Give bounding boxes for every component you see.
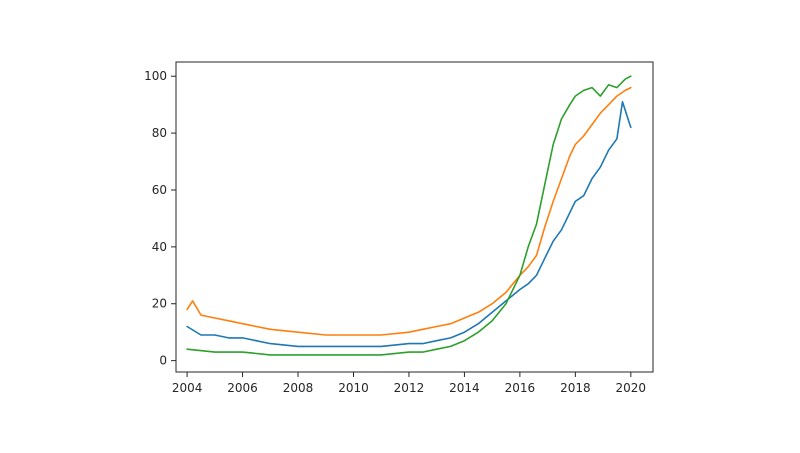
x-tick-label: 2020 (616, 381, 647, 395)
x-tick-label: 2012 (394, 381, 425, 395)
y-tick-label: 0 (159, 354, 167, 368)
y-tick-label: 80 (152, 126, 167, 140)
series-layer (186, 75, 632, 356)
x-tick-label: 2008 (283, 381, 314, 395)
x-tick-label: 2014 (449, 381, 480, 395)
x-axis: 2004 2006 2008 2010 2012 2014 2016 2018 2020 (172, 372, 646, 395)
y-axis: 0 20 40 60 80 100 (144, 69, 176, 368)
y-tick-label: 60 (152, 183, 167, 197)
x-tick-label: 2004 (172, 381, 203, 395)
y-tick-label: 100 (144, 69, 167, 83)
series-line-2 (186, 86, 632, 336)
x-tick-label: 2010 (338, 381, 369, 395)
series-line-3 (186, 75, 632, 356)
x-tick-label: 2006 (227, 381, 258, 395)
series-line-1 (186, 101, 632, 348)
x-tick-label: 2018 (560, 381, 591, 395)
x-tick-label: 2016 (505, 381, 536, 395)
y-tick-label: 40 (152, 240, 167, 254)
plot-area-frame (175, 61, 654, 373)
y-tick-label: 20 (152, 297, 167, 311)
